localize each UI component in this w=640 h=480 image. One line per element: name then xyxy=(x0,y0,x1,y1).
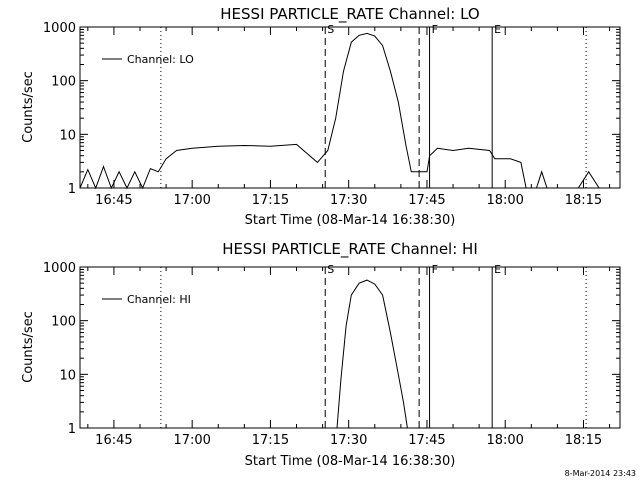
x-tick-label: 18:15 xyxy=(565,193,602,208)
event-marker-label: E xyxy=(494,263,501,276)
x-tick-label: 18:00 xyxy=(486,193,523,208)
x-tick-label: 17:15 xyxy=(252,433,289,448)
y-tick-label: 1000 xyxy=(43,261,76,276)
timestamp-footer: 8-Mar-2014 23:43 xyxy=(565,469,636,478)
event-marker-label: S xyxy=(327,23,334,36)
plot-frame xyxy=(79,26,621,189)
y-axis-label: Counts/sec xyxy=(21,311,36,383)
x-tick-label: 17:15 xyxy=(252,193,289,208)
x-tick-label: 17:00 xyxy=(173,433,210,448)
event-marker-label: F xyxy=(432,23,438,36)
x-tick-label: 17:00 xyxy=(173,193,210,208)
x-tick-label: 17:45 xyxy=(408,433,445,448)
series-line xyxy=(336,279,408,429)
y-tick-label: 100 xyxy=(51,75,76,90)
legend-label: Channel: HI xyxy=(127,293,191,306)
x-axis-label: Start Time (08-Mar-14 16:38:30) xyxy=(245,454,456,469)
event-marker-label: E xyxy=(494,23,501,36)
x-tick-label: 16:45 xyxy=(95,193,132,208)
panel-title: HESSI PARTICLE_RATE Channel: HI xyxy=(222,240,478,259)
hi-channel-panel: HESSI PARTICLE_RATE Channel: HI Start Ti… xyxy=(21,240,621,469)
x-tick-label: 16:45 xyxy=(95,433,132,448)
panel-title: HESSI PARTICLE_RATE Channel: LO xyxy=(220,5,479,24)
event-marker-label: S xyxy=(327,263,334,276)
y-tick-label: 1 xyxy=(68,422,76,437)
x-tick-label: 18:00 xyxy=(486,433,523,448)
x-tick-label: 17:45 xyxy=(408,193,445,208)
x-tick-label: 17:30 xyxy=(330,433,367,448)
x-tick-label: 18:15 xyxy=(565,433,602,448)
event-marker-label: F xyxy=(432,263,438,276)
y-tick-label: 100 xyxy=(51,315,76,330)
x-tick-label: 17:30 xyxy=(330,193,367,208)
y-tick-label: 1000 xyxy=(43,21,76,36)
plot-frame xyxy=(79,266,621,429)
y-tick-label: 1 xyxy=(68,182,76,197)
lo-channel-panel: HESSI PARTICLE_RATE Channel: LO Start Ti… xyxy=(21,5,621,228)
x-axis-label: Start Time (08-Mar-14 16:38:30) xyxy=(245,213,456,228)
y-tick-label: 10 xyxy=(59,128,76,143)
y-axis-label: Counts/sec xyxy=(21,71,36,143)
series-line xyxy=(79,32,620,190)
y-tick-label: 10 xyxy=(59,368,76,383)
